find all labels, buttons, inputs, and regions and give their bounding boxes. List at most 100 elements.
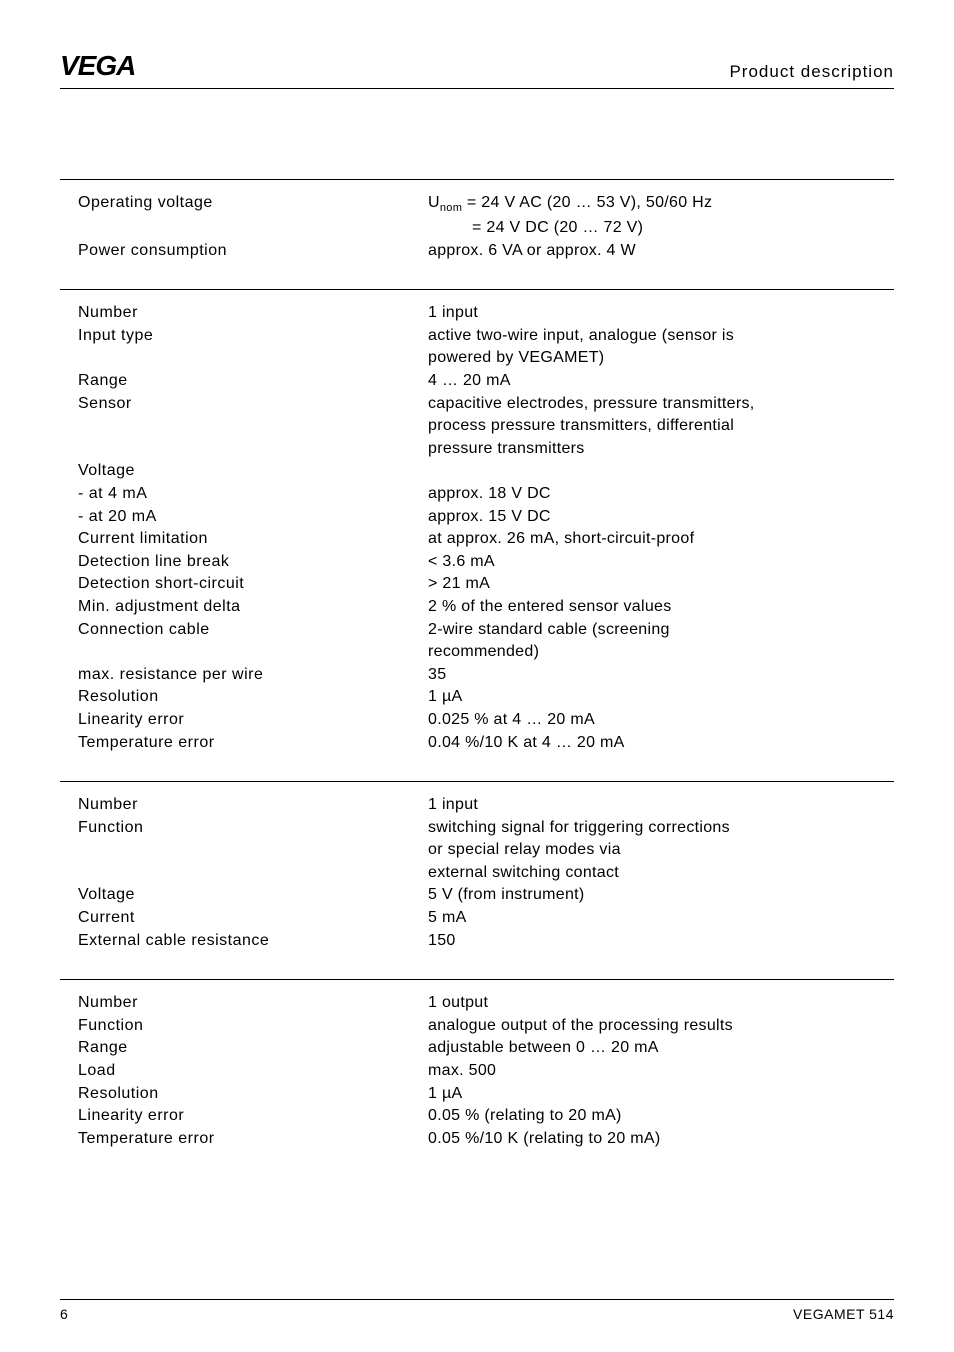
spec-label: Range xyxy=(78,370,428,392)
spec-label: Function xyxy=(78,817,428,839)
spec-label: - at 4 mA xyxy=(78,483,428,505)
spec-value: approx. 6 VA or approx. 4 W xyxy=(428,240,894,262)
spec-label: Linearity error xyxy=(78,1105,428,1127)
spec-label: Min. adjustment delta xyxy=(78,596,428,618)
spec-row: Loadmax. 500 xyxy=(78,1060,894,1082)
spec-row: process pressure transmitters, different… xyxy=(78,415,894,437)
page-footer: 6 VEGAMET 514 xyxy=(60,1299,894,1322)
spec-row: Resolution1 µA xyxy=(78,1083,894,1105)
spec-label: Operating voltage xyxy=(78,192,428,214)
spec-value: 35 xyxy=(428,664,894,686)
spec-row: max. resistance per wire35 xyxy=(78,664,894,686)
spec-section: Number1 inputInput typeactive two-wire i… xyxy=(60,289,894,753)
spec-label: Current limitation xyxy=(78,528,428,550)
spec-row: Operating voltageUnom = 24 V AC (20 … 53… xyxy=(78,192,894,216)
spec-value: at approx. 26 mA, short-circuit-proof xyxy=(428,528,894,550)
spec-value: > 21 mA xyxy=(428,573,894,595)
spec-value: recommended) xyxy=(428,641,894,663)
spec-value: 0.04 %/10 K at 4 … 20 mA xyxy=(428,732,894,754)
spec-value: Unom = 24 V AC (20 … 53 V), 50/60 Hz xyxy=(428,192,894,216)
spec-value: 1 input xyxy=(428,794,894,816)
spec-label: Voltage xyxy=(78,460,428,482)
spec-row: Functionanalogue output of the processin… xyxy=(78,1015,894,1037)
spec-label: Number xyxy=(78,992,428,1014)
spec-row: Voltage xyxy=(78,460,894,482)
spec-row: Input typeactive two-wire input, analogu… xyxy=(78,325,894,347)
spec-value: 1 output xyxy=(428,992,894,1014)
spec-row: Detection line break< 3.6 mA xyxy=(78,551,894,573)
spec-value: adjustable between 0 … 20 mA xyxy=(428,1037,894,1059)
spec-label: Temperature error xyxy=(78,1128,428,1150)
spec-value: approx. 18 V DC xyxy=(428,483,894,505)
spec-row: Temperature error0.04 %/10 K at 4 … 20 m… xyxy=(78,732,894,754)
spec-value: 0.05 % (relating to 20 mA) xyxy=(428,1105,894,1127)
spec-row: - at 4 mAapprox. 18 V DC xyxy=(78,483,894,505)
spec-row: Number1 output xyxy=(78,992,894,1014)
spec-row: Number1 input xyxy=(78,302,894,324)
spec-row: Range4 … 20 mA xyxy=(78,370,894,392)
spec-row: Resolution1 µA xyxy=(78,686,894,708)
doc-name: VEGAMET 514 xyxy=(793,1306,894,1322)
spec-label: Input type xyxy=(78,325,428,347)
spec-row: Current limitationat approx. 26 mA, shor… xyxy=(78,528,894,550)
spec-value: pressure transmitters xyxy=(428,438,894,460)
spec-value: 2-wire standard cable (screening xyxy=(428,619,894,641)
spec-value: powered by VEGAMET) xyxy=(428,347,894,369)
spec-label: Resolution xyxy=(78,1083,428,1105)
spec-value: switching signal for triggering correcti… xyxy=(428,817,894,839)
page-header: VEGA Product description xyxy=(60,50,894,89)
page-number: 6 xyxy=(60,1306,68,1322)
spec-label: Resolution xyxy=(78,686,428,708)
spec-value: 4 … 20 mA xyxy=(428,370,894,392)
spec-value: or special relay modes via xyxy=(428,839,894,861)
spec-label: Number xyxy=(78,302,428,324)
spec-row: Current5 mA xyxy=(78,907,894,929)
header-title: Product description xyxy=(729,62,894,82)
spec-value: max. 500 xyxy=(428,1060,894,1082)
spec-row: Power consumptionapprox. 6 VA or approx.… xyxy=(78,240,894,262)
spec-row: Number1 input xyxy=(78,794,894,816)
spec-row: or special relay modes via xyxy=(78,839,894,861)
spec-row: Min. adjustment delta2 % of the entered … xyxy=(78,596,894,618)
spec-value: process pressure transmitters, different… xyxy=(428,415,894,437)
spec-label: Power consumption xyxy=(78,240,428,262)
spec-label: Temperature error xyxy=(78,732,428,754)
spec-section: Operating voltageUnom = 24 V AC (20 … 53… xyxy=(60,179,894,261)
spec-value: 150 xyxy=(428,930,894,952)
spec-row: Functionswitching signal for triggering … xyxy=(78,817,894,839)
spec-label: Detection short-circuit xyxy=(78,573,428,595)
spec-row: powered by VEGAMET) xyxy=(78,347,894,369)
spec-row: Rangeadjustable between 0 … 20 mA xyxy=(78,1037,894,1059)
spec-value: active two-wire input, analogue (sensor … xyxy=(428,325,894,347)
spec-section: Number1 outputFunctionanalogue output of… xyxy=(60,979,894,1149)
spec-row: Linearity error0.05 % (relating to 20 mA… xyxy=(78,1105,894,1127)
spec-label: Voltage xyxy=(78,884,428,906)
spec-label: Sensor xyxy=(78,393,428,415)
spec-row: External cable resistance 150 xyxy=(78,930,894,952)
spec-label: - at 20 mA xyxy=(78,506,428,528)
spec-value: 1 µA xyxy=(428,1083,894,1105)
spec-row: Connection cable2-wire standard cable (s… xyxy=(78,619,894,641)
spec-row: - at 20 mAapprox. 15 V DC xyxy=(78,506,894,528)
spec-row: Temperature error0.05 %/10 K (relating t… xyxy=(78,1128,894,1150)
spec-label: Connection cable xyxy=(78,619,428,641)
spec-value: approx. 15 V DC xyxy=(428,506,894,528)
spec-row: pressure transmitters xyxy=(78,438,894,460)
spec-value: < 3.6 mA xyxy=(428,551,894,573)
spec-row: external switching contact xyxy=(78,862,894,884)
spec-label: Function xyxy=(78,1015,428,1037)
spec-value: 5 mA xyxy=(428,907,894,929)
spec-value: capacitive electrodes, pressure transmit… xyxy=(428,393,894,415)
spec-label: Linearity error xyxy=(78,709,428,731)
spec-value: 0.025 % at 4 … 20 mA xyxy=(428,709,894,731)
spec-row: recommended) xyxy=(78,641,894,663)
spec-row: Sensorcapacitive electrodes, pressure tr… xyxy=(78,393,894,415)
spec-value: 1 µA xyxy=(428,686,894,708)
spec-row: Linearity error0.025 % at 4 … 20 mA xyxy=(78,709,894,731)
spec-label: max. resistance per wire xyxy=(78,664,428,686)
spec-section: Number1 inputFunctionswitching signal fo… xyxy=(60,781,894,951)
logo: VEGA xyxy=(60,50,135,82)
spec-row: Detection short-circuit> 21 mA xyxy=(78,573,894,595)
spec-label: Load xyxy=(78,1060,428,1082)
spec-value: 2 % of the entered sensor values xyxy=(428,596,894,618)
